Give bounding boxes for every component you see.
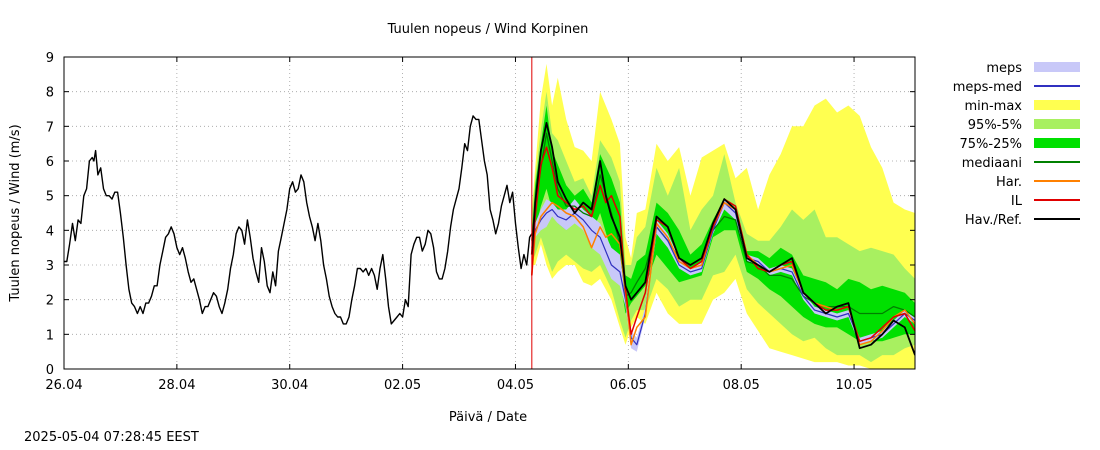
timestamp: 2025-05-04 07:28:45 EEST	[24, 430, 199, 445]
legend-label-median: mediaani	[962, 156, 1022, 171]
legend-label-meps: meps	[986, 61, 1022, 76]
y-tick-label: 1	[46, 328, 54, 343]
x-tick-label: 06.05	[610, 378, 647, 393]
legend: meps meps-med min-max 95%-5% 75%-25% mediaani…	[953, 61, 1080, 228]
y-tick-label: 2	[46, 294, 54, 309]
x-axis-label: Päivä / Date	[449, 410, 527, 425]
legend-swatch-min_max	[1034, 100, 1080, 110]
plot-frame	[63, 56, 916, 370]
x-tick-label: 02.05	[384, 378, 421, 393]
y-tick-label: 6	[46, 155, 54, 170]
plot-area: 0 1 2 3 4 5 6 7 8 9 26.04 28.04 30.04 02.05 04.05 06.05…	[45, 51, 916, 393]
chart-title: Tuulen nopeus / Wind Korpinen	[387, 22, 589, 37]
x-tick-label: 28.04	[158, 378, 195, 393]
legend-label-il: IL	[1011, 194, 1023, 209]
legend-swatch-p75_25	[1034, 138, 1080, 148]
il-line	[531, 146, 915, 343]
legend-swatch-meps	[1034, 62, 1080, 72]
hav-ref-forecast-line	[530, 122, 915, 356]
x-tick-label: 30.04	[271, 378, 308, 393]
x-tick-label: 10.05	[835, 378, 872, 393]
legend-label-p75_25: 75%-25%	[960, 137, 1022, 152]
y-tick-label: 5	[46, 190, 54, 205]
legend-label-har: Har.	[996, 175, 1022, 190]
p75-25-band	[531, 105, 915, 342]
legend-label-meps_med: meps-med	[953, 80, 1022, 95]
y-tick-label: 9	[46, 51, 54, 66]
y-tick-label: 0	[46, 363, 54, 378]
legend-label-min_max: min-max	[964, 99, 1022, 114]
y-tick-label: 3	[46, 259, 54, 274]
legend-label-p95_5: 95%-5%	[968, 118, 1022, 133]
y-tick-label: 8	[46, 86, 54, 101]
observed-line	[64, 115, 533, 325]
y-axis-label: Tuulen nopeus / Wind (m/s)	[8, 124, 23, 302]
x-tick-label: 04.05	[497, 378, 534, 393]
x-tick-label: 26.04	[45, 378, 82, 393]
y-tick-label: 4	[46, 224, 54, 239]
legend-label-obs: Hav./Ref.	[965, 213, 1022, 228]
y-tick-label: 7	[46, 120, 54, 135]
x-tick-label: 08.05	[723, 378, 760, 393]
legend-swatch-p95_5	[1034, 119, 1080, 129]
